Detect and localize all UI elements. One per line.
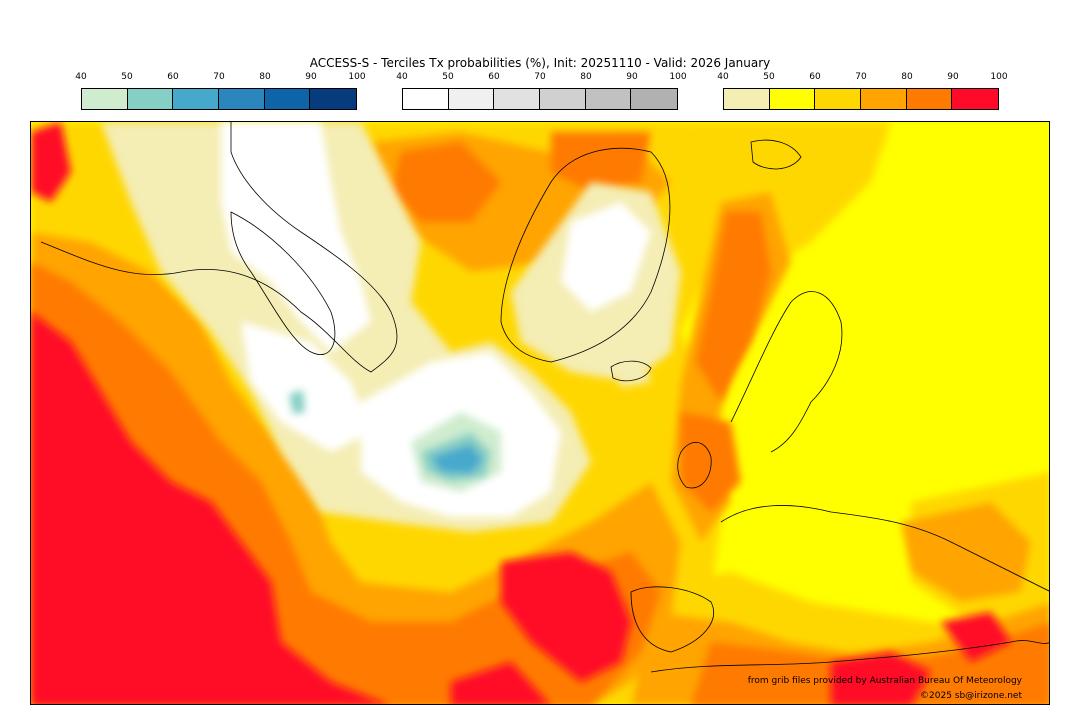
tick-label: 80 xyxy=(580,72,592,82)
tick-label: 80 xyxy=(259,72,271,82)
swatch xyxy=(724,89,770,109)
tick-label: 100 xyxy=(669,72,687,82)
coastline-british-isles xyxy=(677,442,712,489)
swatch xyxy=(82,89,128,109)
tick-label: 60 xyxy=(167,72,179,82)
colorbar-ticks: 40 50 60 70 80 90 100 xyxy=(717,72,1007,86)
field-90-100-med xyxy=(831,652,931,704)
probability-map: from grib files provided by Australian B… xyxy=(30,121,1050,705)
swatch xyxy=(631,89,678,109)
data-source-credit: from grib files provided by Australian B… xyxy=(747,676,1022,686)
field-white-canada xyxy=(221,122,371,352)
swatch xyxy=(769,89,816,109)
colorbar-swatches xyxy=(723,88,999,110)
coastline-north-america xyxy=(40,122,398,373)
colorbar-swatches xyxy=(81,88,357,110)
field-90-100-northwest xyxy=(31,122,71,202)
swatch xyxy=(173,89,220,109)
tick-label: 40 xyxy=(717,72,729,82)
field-90-100-midatlantic xyxy=(501,552,631,682)
swatch xyxy=(448,89,495,109)
field-blue-60-70 xyxy=(431,444,483,474)
coastline-europe xyxy=(720,505,1049,592)
near-normal-colorbar: 40 50 60 70 80 90 100 xyxy=(396,72,687,112)
field-70-80-central xyxy=(901,502,1031,602)
tick-label: 70 xyxy=(855,72,867,82)
coastline-iberia xyxy=(630,586,714,653)
field-80-90-norway xyxy=(696,212,771,402)
swatch xyxy=(494,89,541,109)
tick-label: 50 xyxy=(121,72,133,82)
tick-label: 90 xyxy=(947,72,959,82)
colorbar-ticks: 40 50 60 70 80 90 100 xyxy=(75,72,365,86)
tick-label: 50 xyxy=(763,72,775,82)
coastline-scandinavia xyxy=(730,291,843,453)
colorbar-swatches xyxy=(402,88,678,110)
tick-label: 60 xyxy=(488,72,500,82)
coastlines xyxy=(40,122,1049,673)
coastline-hudson xyxy=(230,211,336,355)
tick-label: 50 xyxy=(442,72,454,82)
swatch xyxy=(310,89,357,109)
tick-label: 40 xyxy=(75,72,87,82)
tick-label: 80 xyxy=(901,72,913,82)
coastline-greenland xyxy=(500,147,671,363)
swatch xyxy=(815,89,862,109)
tick-label: 40 xyxy=(396,72,408,82)
tick-label: 100 xyxy=(990,72,1008,82)
field-40-50-iceland xyxy=(611,357,651,387)
copyright-credit: ©2025 sb@irizone.net xyxy=(920,691,1022,701)
field-white-greenland xyxy=(561,202,651,312)
field-90-100-west xyxy=(31,312,386,704)
field-blue-small xyxy=(289,390,305,414)
above-normal-colorbar: 40 50 60 70 80 90 100 xyxy=(717,72,1008,112)
tick-label: 70 xyxy=(213,72,225,82)
below-normal-colorbar: 40 50 60 70 80 90 100 xyxy=(75,72,366,112)
tick-label: 90 xyxy=(305,72,317,82)
field-90-100-south xyxy=(451,662,550,704)
tick-label: 100 xyxy=(348,72,366,82)
field-white-labrador xyxy=(241,322,371,452)
coastline-mediterranean xyxy=(650,640,1049,673)
colorbar-ticks: 40 50 60 70 80 90 100 xyxy=(396,72,686,86)
swatch xyxy=(127,89,174,109)
tick-label: 60 xyxy=(809,72,821,82)
coastline-iceland xyxy=(610,360,652,382)
swatch xyxy=(906,89,953,109)
field-90-100-med-east xyxy=(941,612,1011,662)
swatch xyxy=(264,89,311,109)
field-80-90-north xyxy=(391,142,501,222)
swatch xyxy=(585,89,632,109)
coastline-svalbard xyxy=(750,139,802,170)
swatch xyxy=(403,89,449,109)
swatch xyxy=(219,89,265,109)
tick-label: 90 xyxy=(626,72,638,82)
swatch xyxy=(540,89,586,109)
map-title: ACCESS-S - Terciles Tx probabilities (%)… xyxy=(309,56,771,70)
tick-label: 70 xyxy=(534,72,546,82)
swatch xyxy=(861,89,907,109)
map-canvas xyxy=(31,122,1049,704)
swatch xyxy=(952,89,999,109)
field-80-90-arctic xyxy=(551,132,651,192)
